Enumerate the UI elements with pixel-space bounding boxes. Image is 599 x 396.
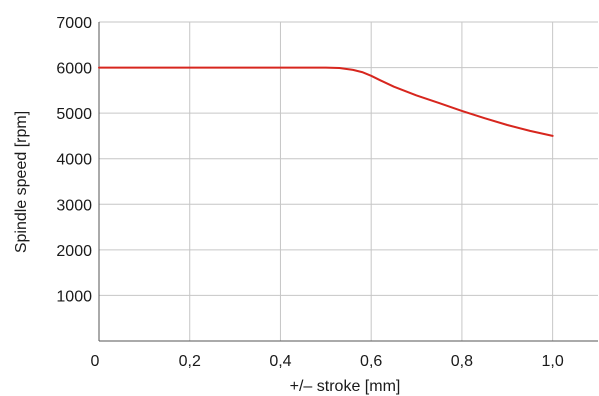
y-tick-label: 4000 xyxy=(56,152,92,169)
x-tick-label: 0,8 xyxy=(451,353,473,370)
y-tick-label: 6000 xyxy=(56,61,92,78)
series-group xyxy=(98,66,554,137)
plot-frame xyxy=(98,22,598,342)
y-tick-label: 1000 xyxy=(56,288,92,305)
x-axis-label: +/– stroke [mm] xyxy=(290,378,401,395)
tick-labels: 1000 2000 3000 4000 5000 6000 7000 0 0,2 0,4 0,6 0,… xyxy=(56,15,563,370)
x-tick-label: 1,0 xyxy=(542,353,564,370)
y-tick-label: 3000 xyxy=(56,197,92,214)
x-tick-label: 0,4 xyxy=(269,353,291,370)
series-line xyxy=(98,66,554,137)
x-tick-label: 0,2 xyxy=(179,353,201,370)
x-tick-label: 0,6 xyxy=(360,353,382,370)
x-tick-label: 0 xyxy=(91,353,100,370)
y-tick-label: 5000 xyxy=(56,106,92,123)
y-axis-label: Spindle speed [rpm] xyxy=(13,111,30,253)
y-tick-label: 7000 xyxy=(56,15,92,32)
y-tick-label: 2000 xyxy=(56,243,92,260)
